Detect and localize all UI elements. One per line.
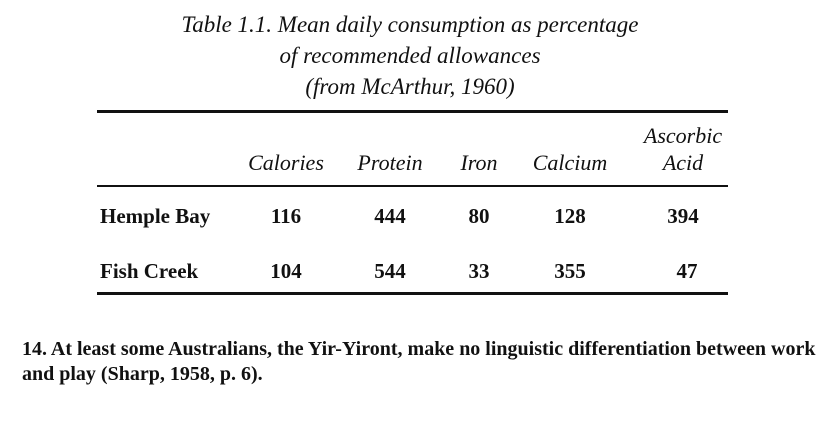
- header-protein: Protein: [357, 150, 423, 175]
- header-calories: Calories: [248, 150, 324, 175]
- cell-fish-creek-iron: 33: [468, 259, 490, 283]
- caption-line-3: (from McArthur, 1960): [305, 74, 515, 99]
- header-iron: Iron: [460, 150, 498, 175]
- row-label-fish-creek: Fish Creek: [100, 259, 199, 283]
- cell-fish-creek-calcium: 355: [554, 259, 586, 283]
- table-bottom-rule: [97, 292, 728, 295]
- caption-line-1: Table 1.1. Mean daily consumption as per…: [181, 12, 639, 37]
- table-caption: Table 1.1. Mean daily consumption as per…: [60, 9, 760, 102]
- cell-hemple-bay-protein: 444: [374, 204, 406, 228]
- table-top-rule: [97, 110, 728, 113]
- cell-hemple-bay-calories: 116: [270, 204, 302, 228]
- cell-fish-creek-ascorbic: 47: [676, 259, 698, 283]
- table-header-rule: [97, 185, 728, 187]
- cell-hemple-bay-iron: 80: [468, 204, 490, 228]
- cell-fish-creek-calories: 104: [270, 259, 302, 283]
- footnote-14: 14. At least some Australians, the Yir-Y…: [22, 338, 816, 385]
- cell-hemple-bay-ascorbic: 394: [667, 204, 699, 228]
- row-label-hemple-bay: Hemple Bay: [100, 204, 211, 228]
- cell-fish-creek-protein: 544: [374, 259, 406, 283]
- cell-hemple-bay-calcium: 128: [554, 204, 586, 228]
- header-calcium: Calcium: [532, 150, 608, 175]
- caption-line-2: of recommended allowances: [279, 43, 541, 68]
- header-ascorbic-line-2: Acid: [662, 150, 704, 175]
- header-ascorbic-line-1: Ascorbic: [643, 123, 723, 148]
